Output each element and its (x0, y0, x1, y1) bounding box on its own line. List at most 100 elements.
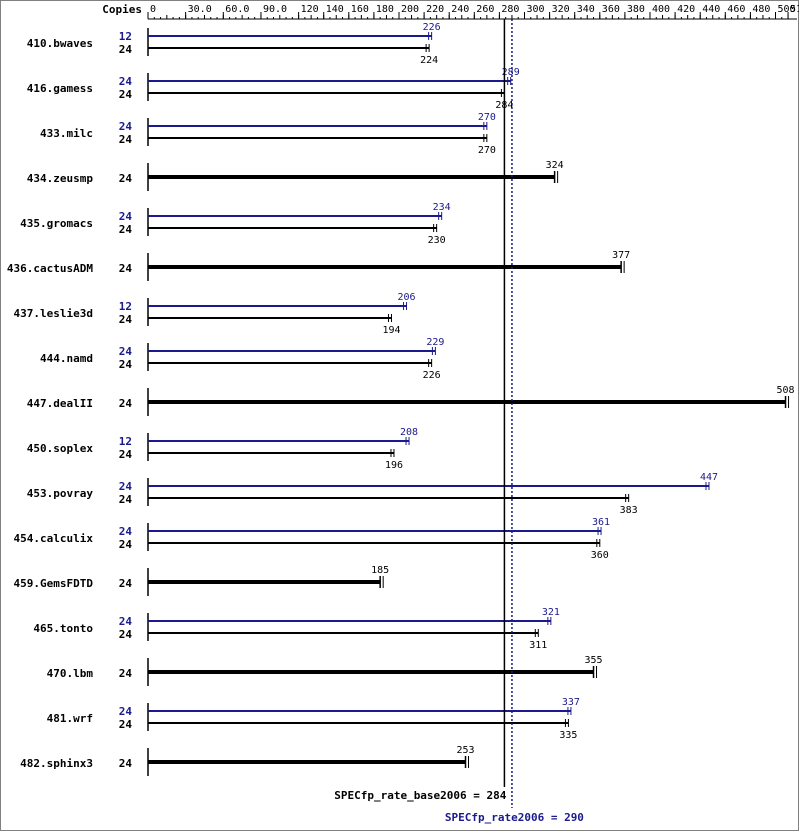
base-value-label: 324 (546, 160, 564, 171)
x-axis-tick-label: 300 (527, 4, 545, 15)
peak-copies-label: 24 (119, 525, 133, 538)
x-axis-tick-label: 0 (150, 4, 156, 15)
x-axis-tick-label: 260 (476, 4, 494, 15)
x-axis-tick-label: 380 (627, 4, 645, 15)
base-value-label: 335 (559, 730, 577, 741)
x-axis-tick-label: 340 (577, 4, 595, 15)
base-value-label: 226 (423, 370, 441, 381)
x-axis-tick-label: 360 (602, 4, 620, 15)
base-value-label: 377 (612, 250, 630, 261)
peak-copies-label: 12 (119, 435, 132, 448)
benchmark-label: 465.tonto (33, 622, 93, 635)
x-axis-tick-label: 510 (790, 4, 799, 15)
peak-value-label: 321 (542, 607, 560, 618)
base-value-label: 194 (382, 325, 400, 336)
benchmark-label: 482.sphinx3 (20, 757, 93, 770)
peak-copies-label: 24 (119, 705, 133, 718)
base-value-label: 224 (420, 55, 438, 66)
base-copies-label: 24 (119, 448, 133, 461)
x-axis-tick-label: 120 (301, 4, 319, 15)
x-axis-tick-label: 500 (778, 4, 796, 15)
base-copies-label: 24 (119, 262, 133, 275)
x-axis-tick-label: 400 (652, 4, 670, 15)
peak-copies-label: 12 (119, 30, 132, 43)
copies-header: Copies (102, 3, 142, 16)
x-axis-tick-label: 30.0 (188, 4, 212, 15)
x-axis-tick-label: 200 (401, 4, 419, 15)
benchmark-label: 459.GemsFDTD (14, 577, 94, 590)
base-value-label: 270 (478, 145, 496, 156)
benchmark-label: 481.wrf (47, 712, 93, 725)
x-axis-tick-label: 90.0 (263, 4, 287, 15)
peak-value-label: 270 (478, 112, 496, 123)
base-value-label: 311 (529, 640, 547, 651)
base-copies-label: 24 (119, 538, 133, 551)
base-value-label: 508 (777, 385, 795, 396)
benchmark-label: 434.zeusmp (27, 172, 94, 185)
peak-copies-label: 24 (119, 345, 133, 358)
base-value-label: 383 (620, 505, 638, 516)
peak-copies-label: 24 (119, 210, 133, 223)
x-axis-tick-label: 280 (501, 4, 519, 15)
benchmark-label: 447.dealII (27, 397, 93, 410)
benchmark-label: 416.gamess (27, 82, 93, 95)
base-copies-label: 24 (119, 172, 133, 185)
peak-value-label: 234 (433, 202, 451, 213)
x-axis-tick-label: 180 (376, 4, 394, 15)
x-axis-tick-label: 480 (752, 4, 770, 15)
base-copies-label: 24 (119, 577, 133, 590)
base-copies-label: 24 (119, 358, 133, 371)
base-value-label: 253 (456, 745, 474, 756)
base-copies-label: 24 (119, 757, 133, 770)
peak-value-label: 206 (397, 292, 415, 303)
x-axis-tick-label: 460 (727, 4, 745, 15)
base-copies-label: 24 (119, 397, 133, 410)
peak-value-label: 208 (400, 427, 418, 438)
benchmark-label: 453.povray (27, 487, 94, 500)
x-axis-tick-label: 160 (351, 4, 369, 15)
base-reference-label: SPECfp_rate_base2006 = 284 (334, 789, 507, 802)
peak-value-label: 289 (502, 67, 520, 78)
peak-copies-label: 24 (119, 480, 133, 493)
base-value-label: 185 (371, 565, 389, 576)
benchmark-label: 410.bwaves (27, 37, 93, 50)
peak-copies-label: 24 (119, 615, 133, 628)
peak-value-label: 226 (423, 22, 441, 33)
benchmark-label: 437.leslie3d (14, 307, 93, 320)
peak-value-label: 361 (592, 517, 610, 528)
x-axis-tick-label: 320 (552, 4, 570, 15)
base-value-label: 196 (385, 460, 403, 471)
x-axis-tick-label: 220 (426, 4, 444, 15)
base-value-label: 360 (591, 550, 609, 561)
base-copies-label: 24 (119, 133, 133, 146)
peak-copies-label: 24 (119, 120, 133, 133)
x-axis-tick-label: 60.0 (225, 4, 249, 15)
x-axis-tick-label: 140 (326, 4, 344, 15)
peak-value-label: 337 (562, 697, 580, 708)
base-copies-label: 24 (119, 43, 133, 56)
base-copies-label: 24 (119, 667, 133, 680)
base-copies-label: 24 (119, 718, 133, 731)
peak-copies-label: 12 (119, 300, 132, 313)
peak-reference-label: SPECfp_rate2006 = 290 (445, 811, 584, 824)
x-axis-tick-label: 440 (702, 4, 720, 15)
base-copies-label: 24 (119, 313, 133, 326)
base-copies-label: 24 (119, 88, 133, 101)
base-value-label: 230 (428, 235, 446, 246)
benchmark-label: 454.calculix (14, 532, 94, 545)
benchmark-label: 436.cactusADM (7, 262, 93, 275)
peak-value-label: 447 (700, 472, 718, 483)
peak-value-label: 229 (426, 337, 444, 348)
benchmark-label: 470.lbm (47, 667, 94, 680)
x-axis-tick-label: 420 (677, 4, 695, 15)
base-copies-label: 24 (119, 493, 133, 506)
base-value-label: 355 (584, 655, 602, 666)
benchmark-label: 435.gromacs (20, 217, 93, 230)
benchmark-label: 433.milc (40, 127, 93, 140)
peak-copies-label: 24 (119, 75, 133, 88)
x-axis-tick-label: 240 (451, 4, 469, 15)
base-copies-label: 24 (119, 628, 133, 641)
benchmark-label: 450.soplex (27, 442, 94, 455)
